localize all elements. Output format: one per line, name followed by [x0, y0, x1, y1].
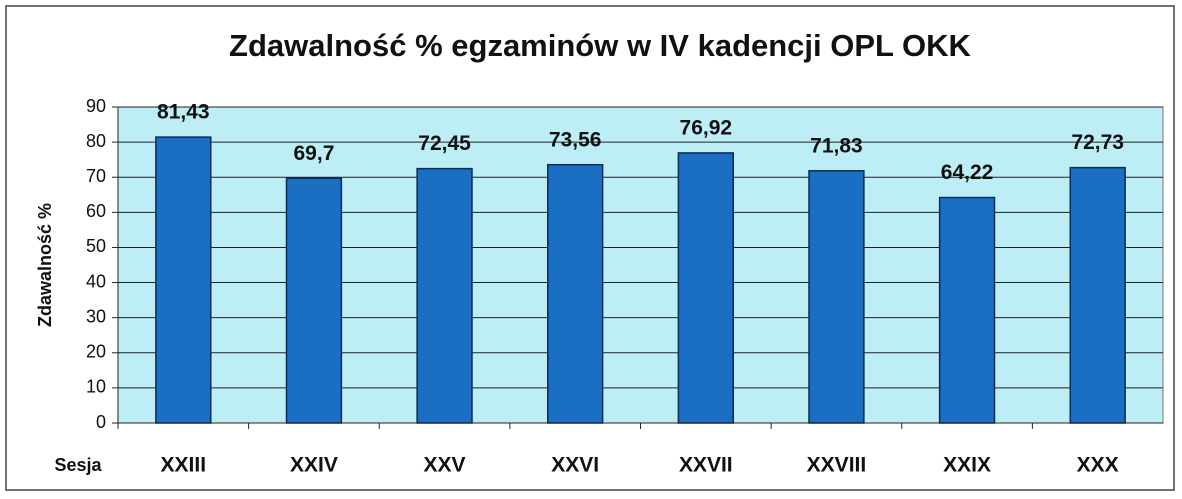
value-label: 81,43	[157, 101, 210, 124]
y-tick-label: 10	[86, 377, 106, 397]
x-tick-label: XXIX	[943, 454, 991, 477]
bar	[416, 167, 473, 424]
value-label: 76,92	[680, 116, 733, 139]
x-tick-label: XXVIII	[807, 454, 867, 477]
y-tick-label: 90	[86, 96, 106, 116]
bar	[285, 177, 343, 424]
bar	[1069, 166, 1126, 424]
y-tick-label: 30	[86, 306, 106, 326]
value-label: 72,45	[418, 132, 471, 155]
y-tick-label: 60	[86, 201, 106, 221]
x-tick-label: XXV	[424, 454, 466, 477]
y-tick-label: 0	[96, 412, 106, 432]
x-tick-label: XXIV	[290, 454, 338, 477]
x-tick-label: XXIII	[161, 454, 207, 477]
y-axis-label: Zdawalność %	[35, 203, 55, 327]
bar	[677, 152, 734, 424]
bar	[547, 163, 604, 424]
chart-title: Zdawalność % egzaminów w IV kadencji OPL…	[229, 28, 971, 63]
y-tick-label: 20	[86, 342, 106, 362]
x-tick-label: XXVII	[679, 454, 733, 477]
bar	[155, 136, 212, 424]
value-label: 69,7	[294, 142, 335, 165]
x-tick-label: XXVI	[551, 454, 599, 477]
plot-area	[117, 106, 1164, 424]
value-label: 71,83	[810, 134, 863, 157]
y-tick-label: 40	[86, 271, 106, 291]
value-label: 64,22	[941, 161, 994, 184]
x-axis-label: Sesja	[54, 455, 102, 475]
y-tick-label: 50	[86, 236, 106, 256]
bar	[938, 196, 996, 424]
y-tick-label: 80	[86, 131, 106, 151]
y-tick-label: 70	[86, 166, 106, 186]
x-tick-label: XXX	[1077, 454, 1119, 477]
value-label: 73,56	[549, 128, 602, 151]
value-label: 72,73	[1071, 131, 1124, 154]
bar	[808, 170, 865, 424]
